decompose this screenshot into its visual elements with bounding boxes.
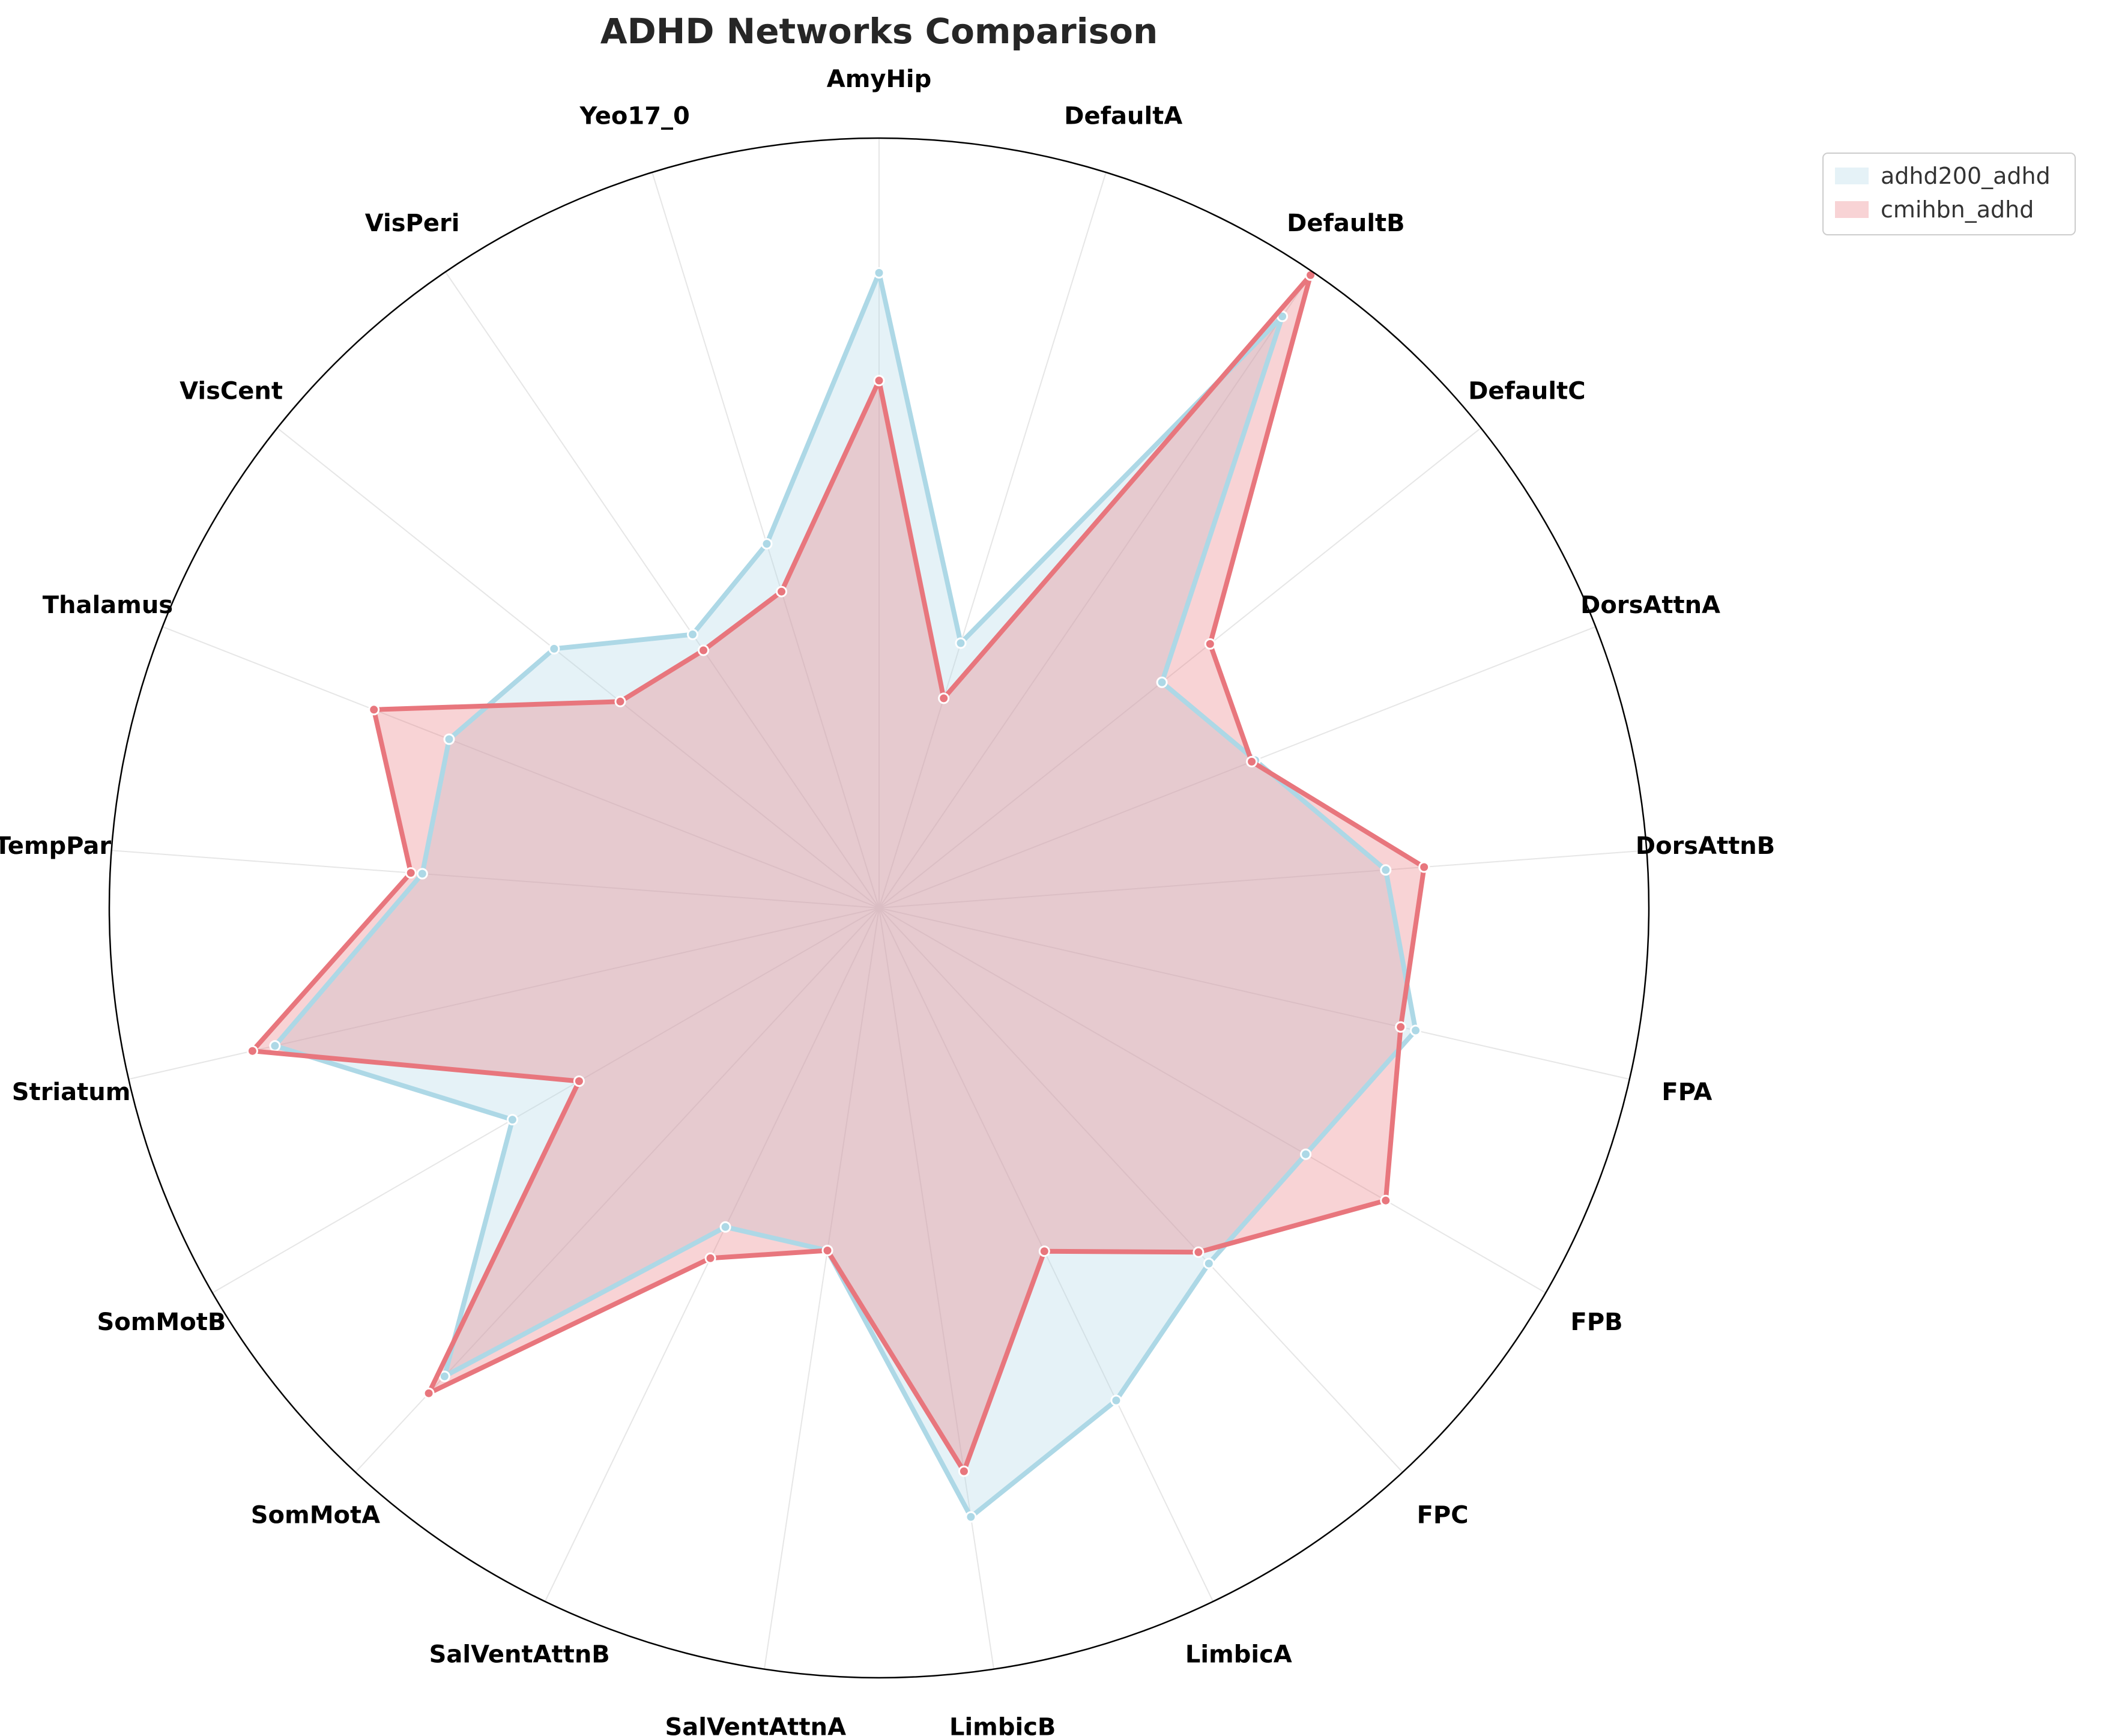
axis-label-thalamus: Thalamus xyxy=(43,591,173,619)
grid-spoke-dorsattnb xyxy=(878,850,1647,909)
point-adhd200-adhd-defaultc xyxy=(1156,676,1168,688)
axis-label-sommota: SomMotA xyxy=(251,1502,380,1529)
axis-label-salventattnb: SalVentAttnB xyxy=(429,1641,610,1668)
point-adhd200-adhd-temppar xyxy=(416,868,428,880)
point-adhd200-adhd-sommota xyxy=(438,1370,450,1382)
grid-spoke-defaultc xyxy=(878,427,1481,909)
point-cmihbn-adhd-defaultc xyxy=(1204,638,1216,650)
point-adhd200-adhd-limbica xyxy=(1110,1394,1122,1406)
point-cmihbn-adhd-defaulta xyxy=(938,692,950,704)
series-fill-cmihbn-adhd xyxy=(252,275,1424,1472)
point-adhd200-adhd-dorsattnb xyxy=(1380,864,1392,876)
axis-label-fpc: FPC xyxy=(1417,1502,1469,1529)
axis-label-viscent: VisCent xyxy=(180,378,283,405)
grid-spoke-sommotb xyxy=(212,907,880,1293)
point-adhd200-adhd-fpb xyxy=(1300,1148,1312,1160)
point-adhd200-adhd-sommotb xyxy=(506,1114,518,1126)
grid-spoke-fpa xyxy=(878,907,1630,1080)
legend-box xyxy=(1822,153,2076,235)
point-adhd200-adhd-limbicb xyxy=(965,1511,977,1523)
point-cmihbn-adhd-salventattna xyxy=(821,1245,833,1256)
point-cmihbn-adhd-temppar xyxy=(405,867,417,879)
axis-label-defaulta: DefaultA xyxy=(1064,102,1182,130)
chart-title: ADHD Networks Comparison xyxy=(600,11,1158,52)
point-cmihbn-adhd-fpa xyxy=(1395,1021,1407,1033)
point-cmihbn-adhd-striatum xyxy=(246,1045,258,1057)
grid-spoke-fpb xyxy=(878,907,1546,1293)
point-cmihbn-adhd-limbicb xyxy=(958,1465,970,1477)
axis-label-limbica: LimbicA xyxy=(1185,1641,1292,1668)
point-cmihbn-adhd-viscent xyxy=(614,695,626,707)
series-layer xyxy=(246,267,1430,1523)
point-adhd200-adhd-salventattnb xyxy=(719,1221,731,1233)
legend-swatch-cmihbn-adhd xyxy=(1835,201,1869,218)
axis-label-dorsattna: DorsAttnA xyxy=(1580,591,1720,619)
axis-label-fpa: FPA xyxy=(1661,1078,1712,1106)
axis-label-limbicb: LimbicB xyxy=(949,1714,1056,1736)
grid-spoke-visperi xyxy=(444,271,880,909)
grid-spoke-thalamus xyxy=(162,626,880,909)
grid-spoke-salventattna xyxy=(763,907,880,1669)
point-cmihbn-adhd-yeo17-0 xyxy=(776,585,787,597)
point-adhd200-adhd-striatum xyxy=(269,1040,281,1052)
axis-label-temppar: TempPar xyxy=(0,832,111,860)
point-cmihbn-adhd-dorsattnb xyxy=(1418,861,1430,873)
outer-circle xyxy=(108,137,1650,1679)
point-adhd200-adhd-amyhip xyxy=(873,267,885,279)
axis-label-visperi: VisPeri xyxy=(365,210,460,237)
point-cmihbn-adhd-salventattnb xyxy=(704,1252,716,1264)
point-adhd200-adhd-visperi xyxy=(687,629,698,640)
outer-ring xyxy=(108,137,1650,1679)
point-cmihbn-adhd-fpc xyxy=(1193,1246,1205,1258)
point-cmihbn-adhd-defaultb xyxy=(1305,269,1317,281)
legend-label-adhd200-adhd: adhd200_adhd xyxy=(1881,163,2051,189)
axis-labels: AmyHip DefaultA DefaultB DefaultC DorsAttnA D… xyxy=(0,65,1775,1736)
grid-spoke-fpc xyxy=(878,907,1403,1473)
grid-spoke-defaulta xyxy=(878,172,1107,909)
grid-spoke-temppar xyxy=(111,850,880,909)
point-adhd200-adhd-defaulta xyxy=(955,637,967,649)
axis-label-defaultb: DefaultB xyxy=(1287,210,1405,237)
grid-spoke-viscent xyxy=(277,427,880,909)
point-cmihbn-adhd-fpb xyxy=(1380,1194,1392,1206)
point-adhd200-adhd-thalamus xyxy=(443,733,455,745)
axis-label-amyhip: AmyHip xyxy=(827,65,932,93)
axis-label-salventattna: SalVentAttnA xyxy=(665,1714,846,1736)
point-adhd200-adhd-viscent xyxy=(548,643,560,655)
series-line-adhd200-adhd xyxy=(272,270,1418,1520)
point-cmihbn-adhd-thalamus xyxy=(368,704,380,716)
point-cmihbn-adhd-visperi xyxy=(698,644,709,656)
series-fill-adhd200-adhd xyxy=(274,273,1416,1517)
point-cmihbn-adhd-sommota xyxy=(423,1387,435,1399)
axis-label-yeo17-0: Yeo17_0 xyxy=(579,102,689,130)
point-adhd200-adhd-yeo17-0 xyxy=(761,538,773,550)
legend: adhd200_adhd cmihbn_adhd xyxy=(1822,153,2076,235)
legend-label-cmihbn-adhd: cmihbn_adhd xyxy=(1881,196,2034,223)
grid-spoke-defaultb xyxy=(878,271,1314,909)
point-cmihbn-adhd-dorsattna xyxy=(1246,755,1258,767)
axis-label-fpb: FPB xyxy=(1571,1308,1623,1336)
axis-label-dorsattnb: DorsAttnB xyxy=(1636,832,1775,860)
point-cmihbn-adhd-limbica xyxy=(1038,1245,1050,1257)
axis-label-sommotb: SomMotB xyxy=(97,1308,226,1336)
legend-swatch-adhd200-adhd xyxy=(1835,168,1869,184)
point-adhd200-adhd-fpc xyxy=(1203,1257,1215,1269)
series-line-cmihbn-adhd xyxy=(250,273,1427,1474)
point-adhd200-adhd-fpa xyxy=(1410,1024,1422,1036)
point-cmihbn-adhd-sommotb xyxy=(573,1075,585,1087)
grid-spoke-limbicb xyxy=(878,907,995,1669)
axis-label-defaultc: DefaultC xyxy=(1468,378,1585,405)
point-cmihbn-adhd-amyhip xyxy=(873,375,885,387)
grid-spoke-dorsattna xyxy=(878,626,1596,909)
axis-label-striatum: Striatum xyxy=(12,1078,131,1106)
